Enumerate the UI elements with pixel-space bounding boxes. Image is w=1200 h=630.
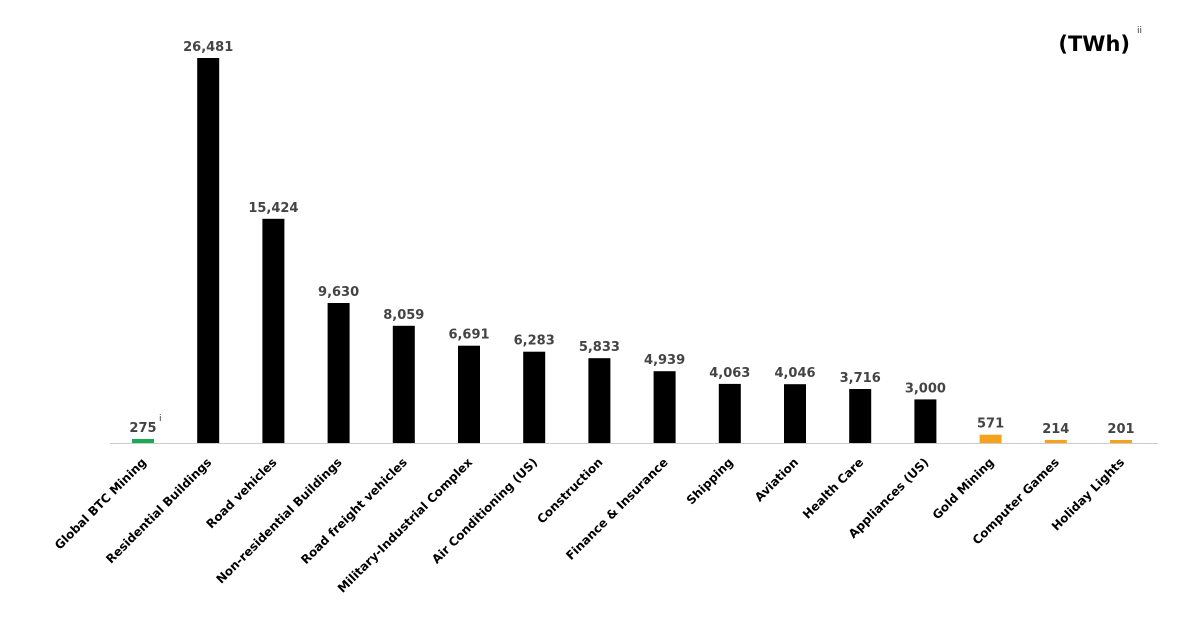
bar [979, 434, 1002, 443]
data-label: 3,716 [840, 371, 881, 386]
data-label: 4,939 [644, 353, 685, 368]
x-tick-label: Air Conditioning (US) [429, 455, 540, 566]
bar [914, 399, 937, 443]
x-tick-label: Aviation [752, 455, 801, 504]
bar [784, 384, 806, 443]
bar [523, 351, 546, 443]
bar [132, 439, 154, 443]
x-tick-label: Military-Industrial Complex [335, 455, 475, 595]
bar [262, 218, 285, 443]
x-tick-label: Shipping [684, 455, 736, 507]
bar [1110, 440, 1132, 443]
data-label-footnote: i [159, 414, 162, 424]
unit-footnote: ii [1136, 26, 1142, 36]
data-label: 5,833 [579, 340, 620, 355]
x-tick-label: Road freight vehicles [298, 455, 410, 567]
x-tick-label: Gold Mining [930, 455, 997, 522]
data-label: 26,481 [183, 40, 233, 55]
x-tick-label: Residential Buildings [103, 455, 214, 566]
bar [849, 389, 872, 443]
data-label: 275 [129, 421, 156, 436]
data-label: 571 [977, 417, 1004, 432]
data-label: 4,063 [709, 366, 750, 381]
data-label: 3,000 [905, 381, 946, 396]
bar [1044, 439, 1067, 443]
data-label: 214 [1042, 422, 1069, 437]
data-label: 6,283 [514, 334, 555, 349]
x-tick-label: Health Care [800, 455, 866, 521]
data-label: 8,059 [383, 308, 424, 323]
x-tick-label: Non-residential Buildings [214, 455, 345, 586]
x-tick-label: Holiday Lights [1049, 455, 1127, 533]
data-label: 15,424 [248, 201, 298, 216]
unit-label: (TWh) [1058, 32, 1130, 56]
data-label: 9,630 [318, 285, 359, 300]
bar [197, 58, 220, 443]
x-tick-label: Construction [534, 455, 605, 526]
bar [392, 325, 415, 443]
bar [653, 371, 676, 443]
data-label: 201 [1107, 422, 1134, 437]
bar [718, 383, 741, 443]
bar [588, 358, 611, 443]
x-tick-label: Road vehicles [204, 455, 280, 531]
data-label: 6,691 [448, 328, 489, 343]
bar [458, 345, 480, 443]
data-label: 4,046 [774, 366, 815, 381]
bar [327, 303, 350, 443]
